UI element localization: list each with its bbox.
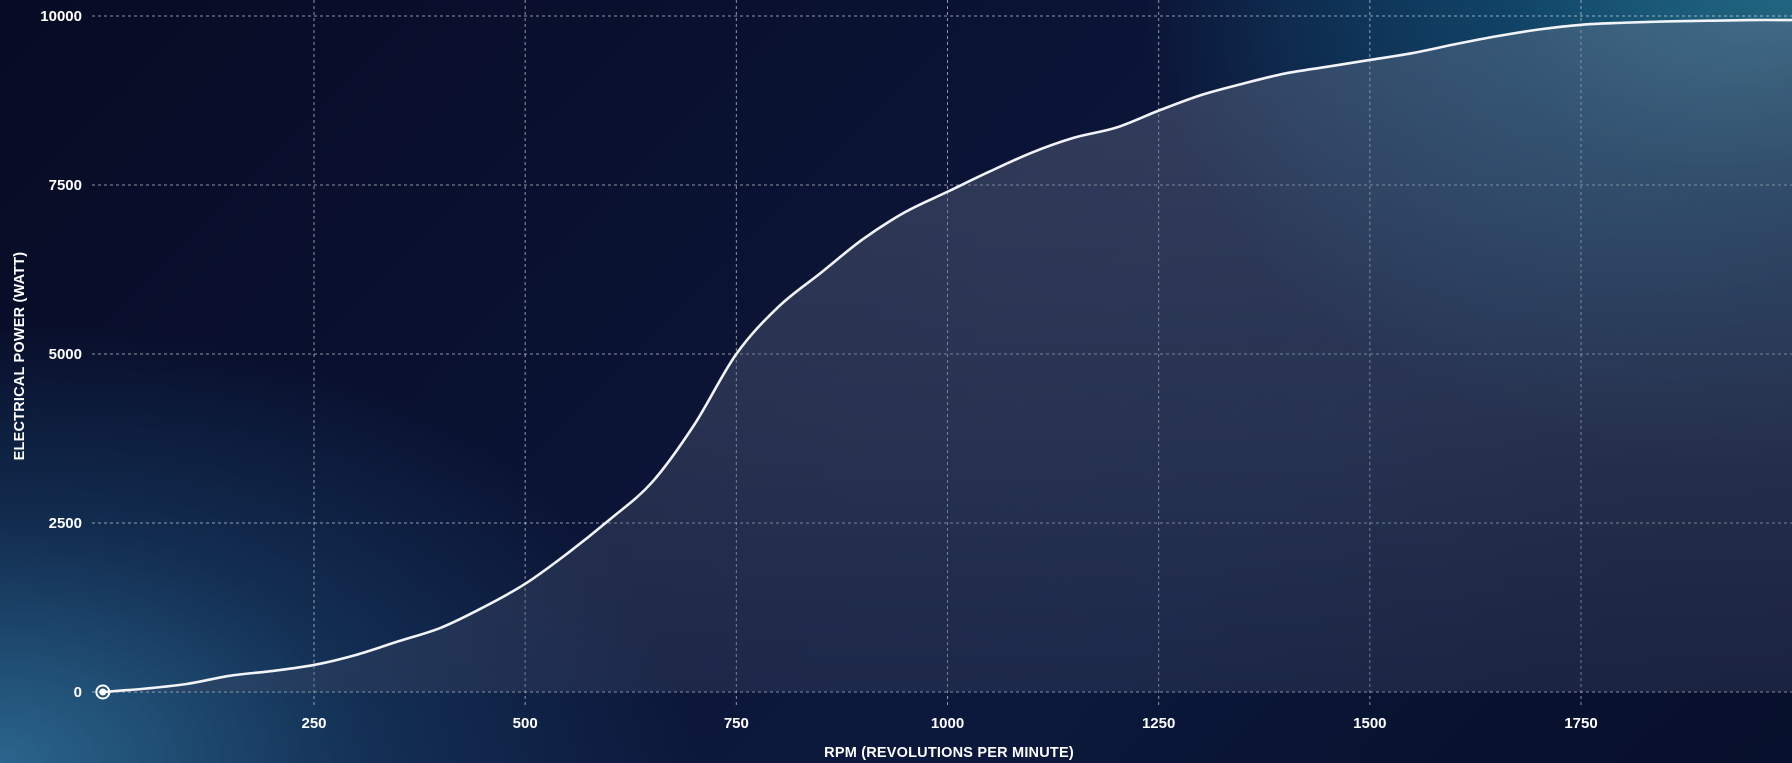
- y-tick-label-5000: 5000: [49, 346, 82, 363]
- area-fill: [102, 20, 1792, 692]
- tick-labels: 0 2500 5000 7500 10000 250 500 750 1000 1250 1500 1…: [40, 8, 1597, 732]
- series-area: [102, 20, 1792, 692]
- series-line: [101, 18, 1792, 694]
- x-tick-label-1750: 1750: [1564, 715, 1597, 732]
- y-tick-label-7500: 7500: [49, 177, 82, 194]
- start-point-marker: [99, 688, 107, 696]
- x-tick-label-750: 750: [724, 715, 749, 732]
- y-axis-title: ELECTRICAL POWER (WATT): [12, 252, 28, 461]
- start-point-marker-ring: [95, 684, 111, 700]
- axis-titles: RPM (REVOLUTIONS PER MINUTE) ELECTRICAL …: [12, 252, 1074, 761]
- x-axis-title: RPM (REVOLUTIONS PER MINUTE): [824, 745, 1074, 761]
- y-tick-label-10000: 10000: [40, 8, 82, 25]
- y-tick-label-2500: 2500: [49, 515, 82, 532]
- x-tick-label-1500: 1500: [1353, 715, 1386, 732]
- x-tick-label-1250: 1250: [1142, 715, 1175, 732]
- x-tick-label-250: 250: [301, 715, 326, 732]
- x-tick-label-1000: 1000: [931, 715, 964, 732]
- series-line-layer: [95, 18, 1792, 700]
- x-tick-label-500: 500: [513, 715, 538, 732]
- y-tick-label-0: 0: [74, 684, 82, 701]
